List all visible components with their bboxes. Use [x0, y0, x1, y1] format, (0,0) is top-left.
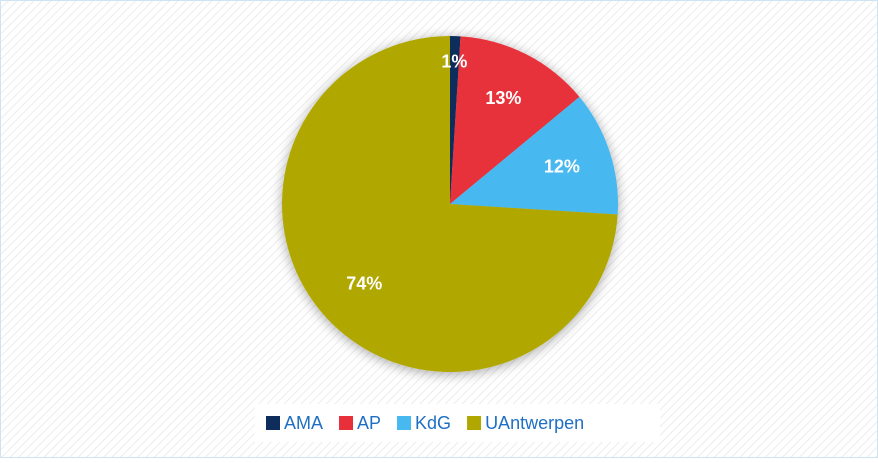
legend-label: AMA: [284, 413, 323, 433]
legend-swatch: [467, 416, 482, 430]
legend: AMA AP KdG UAntwerpen: [266, 413, 584, 433]
legend-swatch: [339, 416, 354, 430]
data-label: 74%: [346, 273, 382, 293]
legend-box: [255, 404, 660, 442]
legend-label: AP: [357, 413, 381, 433]
legend-label: UAntwerpen: [485, 413, 584, 433]
pie-slice: [450, 36, 461, 204]
pie: [282, 36, 618, 372]
data-label: 12%: [544, 156, 580, 176]
data-label: 1%: [441, 52, 467, 72]
legend-swatch: [397, 416, 412, 430]
pie-slice: [450, 96, 618, 215]
labels: 1% 13% 12% 74%: [346, 52, 580, 294]
legend-swatch: [266, 416, 280, 430]
legend-label: KdG: [415, 413, 451, 433]
data-label: 13%: [485, 88, 521, 108]
pie-slice: [282, 36, 618, 372]
pie-slice: [450, 36, 580, 204]
